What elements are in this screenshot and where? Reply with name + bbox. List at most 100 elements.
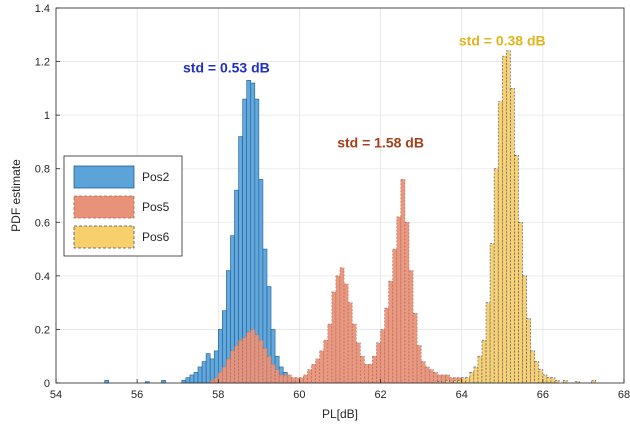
histogram-bar <box>506 50 511 384</box>
histogram-bar <box>331 291 337 384</box>
histogram-bar <box>323 339 329 384</box>
histogram-bar <box>546 377 552 384</box>
x-tick-label: 64 <box>456 389 468 401</box>
y-tick-label: 1.2 <box>35 57 50 69</box>
histogram-bar <box>481 339 487 384</box>
std-annotation: std = 1.58 dB <box>337 134 424 150</box>
histogram-bar <box>234 345 239 384</box>
histogram-bar <box>404 221 410 384</box>
histogram-bar <box>278 374 284 384</box>
histogram-bar <box>230 350 235 384</box>
histogram-bar <box>299 377 304 384</box>
histogram-bar <box>355 342 361 384</box>
histogram-bar <box>542 374 548 384</box>
histogram-bar <box>562 380 568 384</box>
x-tick-label: 62 <box>374 389 386 401</box>
histogram-bar <box>209 380 215 384</box>
histogram-bar <box>449 377 454 384</box>
histogram-bar <box>254 334 260 384</box>
histogram-bar <box>408 270 414 384</box>
legend-swatch-pos5 <box>73 195 135 219</box>
histogram-bar <box>477 355 483 384</box>
histogram-bar <box>327 323 333 384</box>
histogram-bar <box>217 371 223 384</box>
histogram-bar <box>209 358 215 384</box>
std-annotations: std = 0.53 dB std = 1.58 dB std = 0.38 dB <box>183 33 546 151</box>
histogram-bar <box>161 380 166 384</box>
histogram-bar <box>493 168 499 384</box>
histogram-bar <box>319 350 325 384</box>
x-axis-ticks: 54 56 58 60 62 64 66 68 <box>50 379 630 401</box>
x-tick-label: 68 <box>618 389 630 401</box>
histogram-bar <box>104 380 110 384</box>
histogram-bar <box>550 377 556 384</box>
histogram-bar <box>518 221 523 384</box>
histogram-bar <box>246 331 252 384</box>
histogram-bar <box>193 371 199 384</box>
y-axis-label: PDF estimate <box>9 159 23 232</box>
histogram-bar <box>315 358 321 384</box>
histogram-bar <box>522 275 527 384</box>
histogram-bar <box>185 377 191 384</box>
histogram-bar <box>201 361 207 384</box>
histogram-bar <box>497 101 503 384</box>
legend-swatch-pos6 <box>73 225 135 249</box>
histogram-bar <box>238 339 243 384</box>
histogram-bar <box>441 374 446 384</box>
histogram-bar <box>205 353 211 384</box>
std-annotation: std = 0.38 dB <box>459 33 546 49</box>
histogram-bar <box>181 380 187 384</box>
histogram-bar <box>412 313 418 384</box>
histogram-bar <box>270 363 276 384</box>
histogram-bar <box>392 248 398 384</box>
histogram-bar <box>189 374 195 384</box>
histogram-bar <box>368 363 373 384</box>
histogram-bar <box>400 179 406 384</box>
histogram-bar <box>453 380 458 384</box>
histogram-bar <box>485 302 491 384</box>
histogram-bar <box>473 366 479 384</box>
x-tick-label: 66 <box>537 389 549 401</box>
histogram-bar <box>538 369 544 384</box>
histogram-bar <box>396 216 402 384</box>
histogram-bar <box>359 355 365 384</box>
legend: Pos2 Pos5 Pos6 <box>63 155 183 257</box>
histogram-bar <box>295 377 300 384</box>
histogram-bar <box>420 361 426 384</box>
histogram-bar <box>286 374 292 384</box>
y-tick-label: 0.6 <box>35 217 50 229</box>
plot-area-frame <box>55 7 625 384</box>
histogram-bar <box>530 350 536 384</box>
histogram-bar <box>226 358 231 384</box>
histogram-bar <box>213 377 219 384</box>
histogram-bar <box>514 155 519 384</box>
histogram-bar <box>311 363 316 384</box>
histogram-bar <box>384 307 389 384</box>
histogram-bar <box>339 267 345 384</box>
histogram-bar <box>364 363 369 384</box>
histogram-bar <box>461 377 467 384</box>
std-annotation: std = 0.53 dB <box>183 59 270 75</box>
histogram-bar <box>510 88 515 384</box>
y-axis-ticks: 0 0.2 0.4 0.6 0.8 1 1.2 1.4 <box>35 3 60 390</box>
histogram-bar <box>424 366 430 384</box>
histogram-bar <box>433 371 438 384</box>
histogram-bar <box>347 302 353 384</box>
histogram-bar <box>266 355 272 384</box>
histogram-bar <box>501 55 507 384</box>
legend-label-pos2: Pos2 <box>142 170 170 184</box>
histogram-bar <box>376 342 381 384</box>
histogram-bar <box>554 380 560 384</box>
histogram-bar <box>526 318 531 384</box>
histogram-bar <box>534 361 540 384</box>
histogram-bar <box>282 374 288 384</box>
histogram-bar <box>457 380 463 384</box>
histogram-bar <box>250 329 256 384</box>
x-tick-label: 56 <box>131 389 143 401</box>
histogram-bar <box>291 377 296 384</box>
histogram-bar <box>222 366 227 384</box>
histogram-bar <box>465 377 471 384</box>
histogram-bar <box>489 243 495 384</box>
y-tick-label: 1 <box>44 110 50 122</box>
